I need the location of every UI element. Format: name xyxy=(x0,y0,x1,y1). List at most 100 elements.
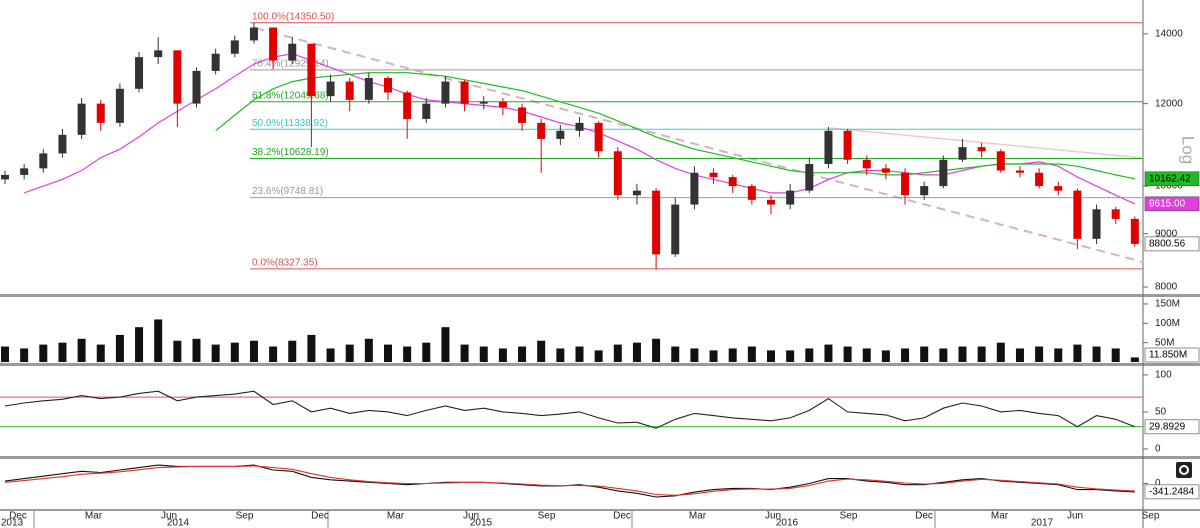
fib-label: 23.6%(9748.81) xyxy=(252,186,323,197)
fib-label: 100.0%(14350.50) xyxy=(252,11,334,22)
volume-bar xyxy=(767,350,775,362)
x-tick-label: Sep xyxy=(236,511,254,522)
candle-body xyxy=(154,50,163,58)
fib-label: 0.0%(8327.35) xyxy=(252,258,318,269)
candle-body xyxy=(39,153,48,169)
y-tick-label: 100 xyxy=(1155,370,1172,381)
volume-bar xyxy=(192,338,201,362)
x-year-label: 2015 xyxy=(470,518,493,528)
value-box xyxy=(1144,236,1200,252)
value-box xyxy=(1144,484,1200,500)
x-tick-label: Sep xyxy=(538,511,556,522)
candle-body xyxy=(96,103,105,123)
volume-bar xyxy=(575,346,584,362)
value-box xyxy=(1144,419,1200,435)
candle-body xyxy=(288,43,297,61)
candle-body xyxy=(671,204,680,255)
volume-bar xyxy=(996,342,1005,362)
volume-bar xyxy=(824,344,833,362)
candle-body xyxy=(1130,218,1139,244)
volume-bar xyxy=(77,338,86,362)
fib-label: 38.2%(10628.19) xyxy=(252,147,329,158)
volume-bar xyxy=(154,319,163,362)
x-tick-label: Mar xyxy=(85,511,103,522)
volume-bar xyxy=(460,344,469,362)
x-tick-label: Jun xyxy=(161,511,177,522)
candle-body xyxy=(230,40,239,54)
candle-body xyxy=(747,186,756,200)
volume-bar xyxy=(1054,348,1063,362)
volume-bar xyxy=(671,346,680,362)
candle-body xyxy=(384,77,392,93)
candle-body xyxy=(1073,190,1082,239)
settings-icon[interactable] xyxy=(1176,462,1192,478)
candle-body xyxy=(537,122,546,139)
y-tick-label: 0 xyxy=(1155,478,1161,489)
candle-body xyxy=(613,151,622,196)
candle-body xyxy=(824,130,833,165)
volume-bar xyxy=(977,346,986,362)
volume-bar xyxy=(39,344,48,362)
volume-bar xyxy=(345,344,354,362)
candle-body xyxy=(269,27,278,61)
candle-body xyxy=(575,122,584,131)
value-box xyxy=(1144,196,1200,212)
volume-bar xyxy=(249,340,258,362)
value-box xyxy=(1144,347,1200,363)
candle-body xyxy=(556,130,565,139)
fib-label: 50.0%(11338.92) xyxy=(252,118,328,129)
volume-bar xyxy=(135,327,144,362)
panel-separator xyxy=(0,456,1200,459)
y-tick-label: 50M xyxy=(1155,337,1174,348)
volume-bar xyxy=(58,342,67,362)
value-box-label: 29.8929 xyxy=(1149,421,1186,432)
candle-body xyxy=(403,92,412,119)
y-tick-label: 10000 xyxy=(1155,181,1183,192)
candle-body xyxy=(690,172,699,205)
candle-body xyxy=(211,53,220,71)
candle-body xyxy=(1,174,9,180)
volume-bar xyxy=(422,342,431,362)
y-tick-label: 0 xyxy=(1155,444,1161,455)
volume-bar xyxy=(498,348,507,362)
candle-body xyxy=(920,186,929,196)
x-tick-label: Sep xyxy=(840,511,858,522)
volume-bar xyxy=(786,350,795,362)
volume-bar xyxy=(364,338,373,362)
candle-body xyxy=(1092,209,1101,239)
volume-bar xyxy=(709,350,718,362)
candle-body xyxy=(441,81,450,104)
panel-separator xyxy=(0,294,1200,297)
volume-bar xyxy=(326,348,335,362)
value-box xyxy=(1144,171,1200,187)
x-tick-label: Jun xyxy=(1067,511,1083,522)
candle-body xyxy=(767,199,775,205)
volume-bar xyxy=(958,346,967,362)
x-year-label: 2017 xyxy=(1031,518,1054,528)
y-tick-label: 150M xyxy=(1155,299,1180,310)
candle-body xyxy=(20,168,29,175)
candle-body xyxy=(479,101,488,104)
volume-bar xyxy=(1092,346,1101,362)
candle-body xyxy=(422,103,431,119)
value-box-label: 10162.42 xyxy=(1149,173,1191,184)
volume-bar xyxy=(901,348,910,362)
x-tick-label: Mar xyxy=(387,511,405,522)
x-tick-label: Sep xyxy=(1142,511,1160,522)
value-box-label: 9615.00 xyxy=(1149,198,1186,209)
indicator-line xyxy=(4,390,1136,429)
candle-body xyxy=(173,50,182,104)
volume-bar xyxy=(594,350,603,362)
volume-bar xyxy=(747,346,756,362)
x-year-label: 2013 xyxy=(1,518,24,528)
y-tick-label: 50 xyxy=(1155,407,1167,418)
candle-body xyxy=(249,27,258,41)
volume-bar xyxy=(173,340,182,362)
candle-body xyxy=(977,147,986,152)
x-tick-label: Dec xyxy=(9,511,27,522)
volume-bar xyxy=(384,344,392,362)
x-year-label: 2016 xyxy=(776,518,799,528)
value-box-label: 11.850M xyxy=(1149,350,1187,361)
scale-label: Log xyxy=(1179,136,1198,164)
volume-bar xyxy=(288,340,297,362)
